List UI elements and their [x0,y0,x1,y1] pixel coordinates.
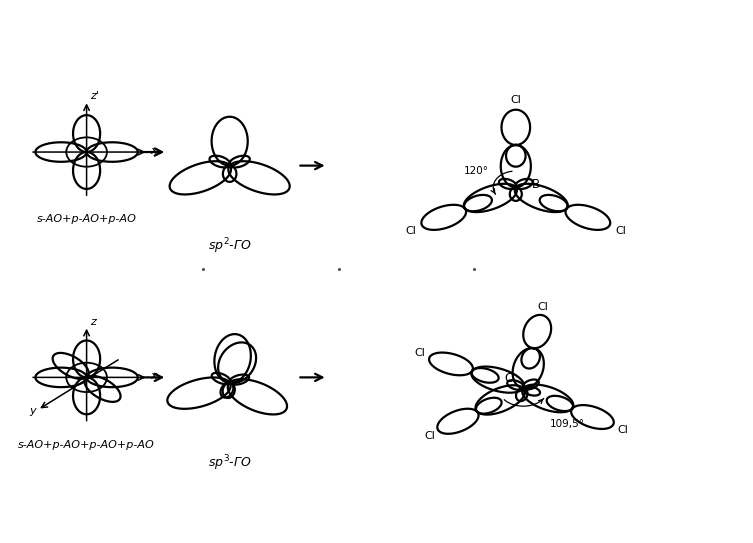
Text: y: y [29,406,35,416]
Text: Cl: Cl [511,95,521,105]
Text: x: x [151,371,157,381]
Text: Cl: Cl [617,425,628,434]
Text: B: B [532,178,541,191]
Text: Cl: Cl [414,349,425,358]
Text: x: x [151,146,157,156]
Text: Cl: Cl [538,302,549,312]
Text: C: C [505,372,512,385]
Text: s-АО+p-АО+p-АО+p-АО: s-АО+p-АО+p-АО+p-АО [18,440,155,450]
Text: $sp^3$-ГО: $sp^3$-ГО [208,453,252,473]
Text: s-АО+p-АО+p-АО: s-АО+p-АО+p-АО [37,214,136,224]
Text: $sp^2$-ГО: $sp^2$-ГО [208,236,252,256]
Text: Cl: Cl [405,226,416,236]
Text: 120°: 120° [464,166,489,176]
Text: Cl: Cl [424,431,435,440]
Text: z': z' [90,91,99,102]
Text: z: z [90,317,96,327]
Text: Cl: Cl [615,226,626,236]
Text: 109,5°: 109,5° [550,419,584,428]
